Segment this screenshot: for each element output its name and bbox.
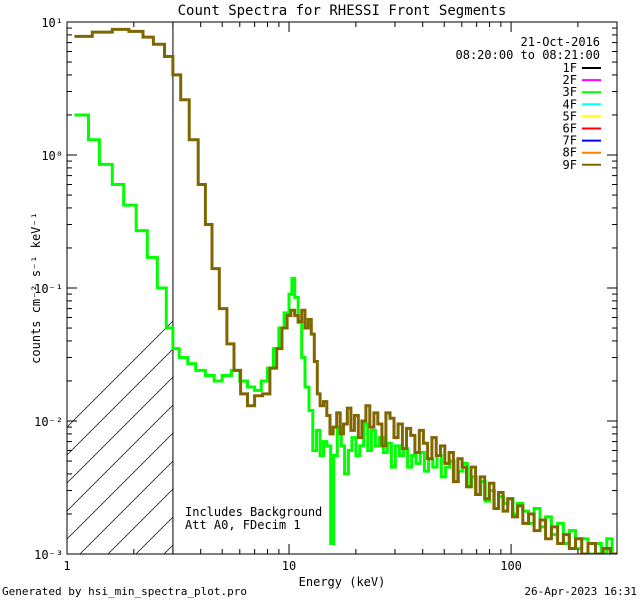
annotation-background: Includes Background [185, 505, 322, 519]
plot-frame [66, 21, 618, 555]
footer-timestamp: 26-Apr-2023 16:31 [524, 585, 637, 598]
hatch-line [388, 22, 640, 554]
x-axis-label: Energy (keV) [299, 575, 386, 589]
legend-label: 3F [563, 85, 577, 99]
legend-label: 1F [563, 61, 577, 75]
y-axis-label: counts cm⁻² s⁻¹ keV⁻¹ [29, 212, 43, 364]
time-range-label: 08:20:00 to 08:21:00 [456, 48, 601, 62]
legend-label: 4F [563, 97, 577, 111]
hatch-line [220, 22, 640, 554]
y-tick-label: 10⁻² [34, 415, 63, 429]
series-group [74, 27, 617, 554]
series-3f-line [74, 113, 617, 554]
chart-title: Count Spectra for RHESSI Front Segments [178, 3, 507, 19]
hatch-line [79, 460, 173, 554]
hatch-line [67, 432, 173, 540]
legend-label: 8F [563, 146, 577, 160]
x-tick-labels: 1 10 100 [63, 559, 522, 573]
hatch-line [67, 404, 173, 512]
legend-label: 5F [563, 109, 577, 123]
legend-label: 7F [563, 134, 577, 148]
hatch-line [360, 22, 640, 554]
hatch-line [528, 22, 640, 554]
y-tick-labels: 10⁻³ 10⁻² 10⁻¹ 10⁰ 10¹ [34, 16, 63, 562]
series-9f-line [74, 27, 617, 554]
hatch-line [67, 376, 173, 484]
y-tick-label: 10⁻¹ [34, 282, 63, 296]
x-tick-label: 10 [282, 559, 296, 573]
x-tick-label: 100 [500, 559, 522, 573]
y-tick-label: 10⁰ [41, 149, 63, 163]
annotation-attenuator: Att A0, FDecim 1 [185, 518, 301, 532]
date-label: 21-Oct-2016 [521, 35, 600, 49]
y-tick-label: 10⁻³ [34, 548, 63, 562]
x-tick-label: 1 [63, 559, 70, 573]
legend-label: 9F [563, 158, 577, 172]
hatched-region [67, 22, 640, 554]
hatch-line [248, 22, 640, 554]
footer-generated: Generated by hsi_min_spectra_plot.pro [2, 585, 247, 598]
legend-label: 2F [563, 73, 577, 87]
y-tick-label: 10¹ [41, 16, 63, 30]
axis-ticks [66, 21, 618, 555]
legend-label: 6F [563, 122, 577, 136]
hatch-line [416, 22, 640, 554]
hatch-line [332, 22, 640, 554]
